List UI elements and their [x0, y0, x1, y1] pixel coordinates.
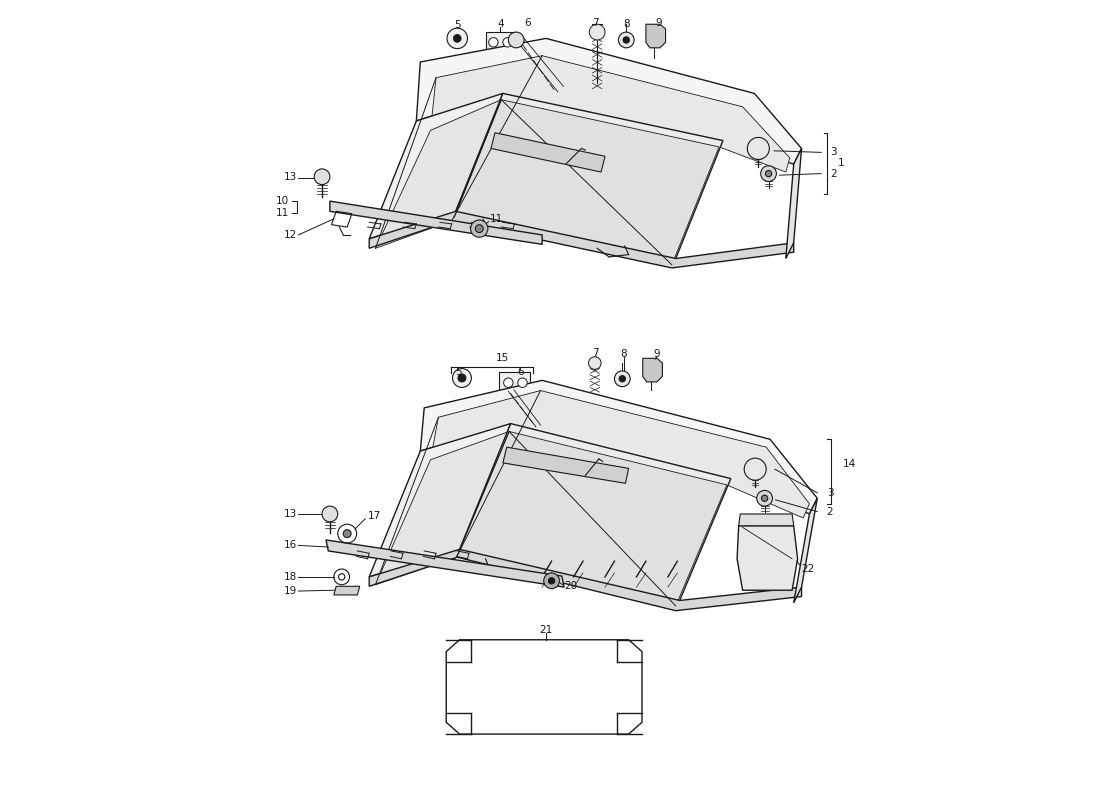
Polygon shape	[370, 211, 794, 268]
Circle shape	[549, 578, 554, 584]
Text: 9: 9	[656, 18, 662, 28]
Circle shape	[618, 32, 634, 48]
Circle shape	[508, 32, 524, 48]
Text: 20: 20	[564, 582, 578, 591]
Bar	[499, 373, 530, 393]
Polygon shape	[333, 586, 360, 595]
Text: 2: 2	[827, 506, 834, 517]
Circle shape	[504, 378, 513, 387]
Circle shape	[543, 573, 560, 589]
Text: 16: 16	[284, 541, 297, 550]
Polygon shape	[454, 100, 719, 265]
Text: 3: 3	[830, 147, 837, 158]
Circle shape	[518, 378, 527, 387]
Text: 8: 8	[624, 19, 630, 30]
Text: 19: 19	[284, 586, 297, 596]
Polygon shape	[794, 498, 817, 603]
Polygon shape	[430, 390, 810, 518]
Polygon shape	[430, 56, 790, 172]
Circle shape	[747, 138, 769, 159]
Text: 6: 6	[525, 18, 531, 28]
Circle shape	[590, 24, 605, 40]
Polygon shape	[460, 423, 730, 601]
Circle shape	[453, 34, 461, 42]
Polygon shape	[739, 514, 794, 526]
Polygon shape	[326, 540, 564, 587]
Text: 17: 17	[367, 511, 381, 522]
Ellipse shape	[487, 128, 503, 153]
Circle shape	[447, 28, 468, 49]
Text: 5: 5	[454, 367, 461, 378]
Polygon shape	[491, 133, 605, 172]
Text: 6: 6	[517, 367, 524, 378]
Polygon shape	[370, 423, 510, 577]
Ellipse shape	[499, 442, 514, 467]
Circle shape	[615, 371, 630, 386]
Text: 11: 11	[490, 214, 503, 224]
Polygon shape	[375, 100, 502, 248]
Bar	[485, 32, 517, 53]
Text: 4: 4	[497, 19, 504, 30]
Text: 7: 7	[592, 348, 598, 358]
Circle shape	[619, 376, 626, 382]
Circle shape	[488, 38, 498, 47]
Circle shape	[475, 225, 483, 233]
Text: 22: 22	[802, 564, 815, 574]
Circle shape	[745, 458, 767, 480]
Text: 5: 5	[454, 20, 461, 30]
Text: 14: 14	[843, 458, 856, 469]
Text: 12: 12	[284, 230, 297, 240]
Text: 11: 11	[276, 208, 289, 218]
Circle shape	[315, 169, 330, 185]
Circle shape	[623, 37, 629, 43]
Text: 9: 9	[653, 350, 660, 359]
Polygon shape	[646, 24, 666, 48]
Polygon shape	[420, 380, 817, 514]
Polygon shape	[370, 550, 802, 610]
Circle shape	[452, 369, 472, 387]
Polygon shape	[370, 94, 503, 239]
Polygon shape	[417, 38, 802, 164]
Text: 8: 8	[620, 350, 627, 359]
Polygon shape	[375, 431, 509, 585]
Text: 13: 13	[284, 509, 297, 519]
Text: 3: 3	[827, 488, 834, 498]
Text: 21: 21	[539, 625, 552, 634]
Circle shape	[471, 220, 488, 238]
Circle shape	[766, 170, 772, 177]
Text: 10: 10	[276, 196, 289, 206]
Polygon shape	[330, 201, 542, 244]
Text: 15: 15	[496, 354, 509, 363]
Text: 7: 7	[592, 18, 598, 28]
Polygon shape	[785, 149, 802, 258]
Polygon shape	[503, 447, 628, 483]
Text: 1: 1	[838, 158, 845, 168]
Text: 2: 2	[830, 169, 837, 178]
Circle shape	[458, 374, 466, 382]
Circle shape	[322, 506, 338, 522]
Circle shape	[761, 166, 777, 182]
Circle shape	[761, 495, 768, 502]
Polygon shape	[737, 526, 797, 590]
Polygon shape	[458, 431, 727, 606]
Circle shape	[588, 357, 601, 370]
Text: 18: 18	[284, 572, 297, 582]
Circle shape	[503, 38, 513, 47]
Polygon shape	[455, 94, 723, 258]
Text: 13: 13	[284, 172, 297, 182]
Circle shape	[343, 530, 351, 538]
Polygon shape	[642, 358, 662, 382]
Circle shape	[757, 490, 772, 506]
